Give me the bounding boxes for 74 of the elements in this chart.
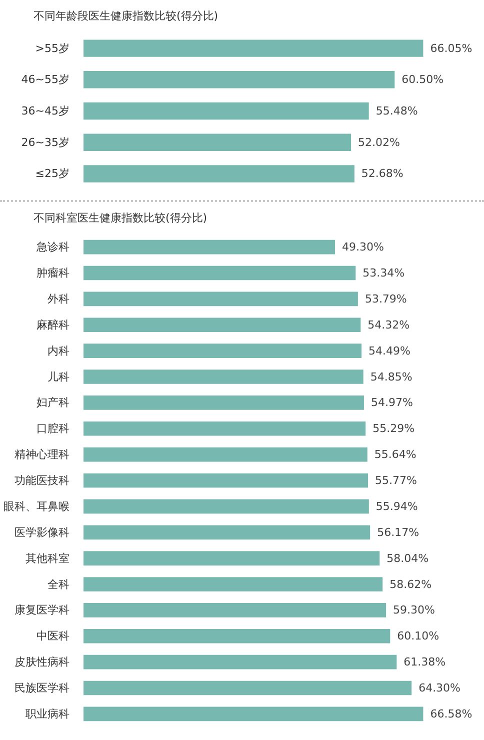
bar <box>84 40 424 57</box>
bar <box>84 447 368 462</box>
data-label: 52.02% <box>358 136 400 149</box>
y-tick-label: 麻醉科 <box>36 318 70 332</box>
y-tick-label: 精神心理科 <box>14 448 70 462</box>
bar <box>84 266 356 280</box>
bar <box>84 240 336 254</box>
data-label: 61.38% <box>404 656 446 669</box>
bar <box>84 396 364 410</box>
bar <box>84 680 412 696</box>
y-tick-label: 儿科 <box>48 370 70 384</box>
data-label: 64.30% <box>418 682 461 694</box>
bar <box>84 577 383 592</box>
y-tick-label: 妇产科 <box>36 396 70 410</box>
data-label: 58.62% <box>390 578 432 591</box>
bar <box>84 344 362 358</box>
data-label: 52.68% <box>361 167 404 180</box>
data-label: 55.29% <box>372 422 415 436</box>
bar <box>84 165 354 182</box>
bar <box>84 628 390 644</box>
y-tick-label: 口腔科 <box>36 422 70 436</box>
bar <box>84 134 352 151</box>
bar <box>84 318 361 332</box>
bar <box>84 292 358 306</box>
y-tick-label: 民族医学科 <box>14 682 70 694</box>
data-label: 66.58% <box>430 707 472 720</box>
bar <box>84 654 397 670</box>
data-label: 55.48% <box>376 104 418 118</box>
data-label: 55.64% <box>374 448 416 462</box>
data-label: 54.32% <box>368 318 410 332</box>
y-tick-label: 皮肤性病科 <box>14 656 70 669</box>
y-tick-label: 36~45岁 <box>21 104 70 118</box>
bar <box>84 499 369 514</box>
y-tick-label: 其他科室 <box>26 552 70 565</box>
y-tick-label: 功能医技科 <box>14 474 70 487</box>
y-tick-label: 26~35岁 <box>21 136 70 149</box>
data-label: 55.77% <box>375 474 417 487</box>
data-label: 53.34% <box>362 266 405 280</box>
bar <box>84 551 380 566</box>
data-label: 60.50% <box>402 73 444 86</box>
data-label: 60.10% <box>397 630 440 643</box>
y-tick-label: 职业病科 <box>26 707 70 720</box>
data-label: 49.30% <box>342 240 384 254</box>
data-label: 55.94% <box>376 500 418 513</box>
y-tick-label: 内科 <box>48 344 70 358</box>
bar <box>84 525 370 540</box>
data-label: 54.97% <box>370 396 413 410</box>
y-tick-label: 肿瘤科 <box>36 266 70 280</box>
data-label: 53.79% <box>364 292 407 306</box>
bar <box>84 71 395 88</box>
y-tick-label: >55岁 <box>35 42 70 55</box>
y-tick-label: 中医科 <box>36 630 70 643</box>
y-tick-label: 全科 <box>48 578 70 591</box>
data-label: 66.05% <box>430 42 472 55</box>
data-label: 54.85% <box>370 370 412 384</box>
y-tick-label: 外科 <box>48 292 70 306</box>
y-tick-label: 医学影像科 <box>14 526 70 539</box>
data-label: 54.49% <box>368 344 410 358</box>
data-label: 56.17% <box>377 526 420 539</box>
chart-title: 不同科室医生健康指数比较(得分比) <box>34 212 208 224</box>
y-tick-label: 46~55岁 <box>21 73 70 86</box>
data-label: 58.04% <box>386 552 429 565</box>
bar <box>84 370 364 384</box>
bar <box>84 473 368 488</box>
y-tick-label: 眼科、耳鼻喉 <box>4 500 70 513</box>
y-tick-label: 康复医学科 <box>14 604 70 617</box>
y-tick-label: 急诊科 <box>36 240 70 254</box>
bar <box>84 603 386 618</box>
data-label: 59.30% <box>393 604 436 617</box>
chart-title: 不同年龄段医生健康指数比较(得分比) <box>34 10 218 22</box>
bar <box>84 421 366 436</box>
bar <box>84 102 369 120</box>
y-tick-label: ≤25岁 <box>35 167 70 180</box>
bar <box>84 706 424 722</box>
